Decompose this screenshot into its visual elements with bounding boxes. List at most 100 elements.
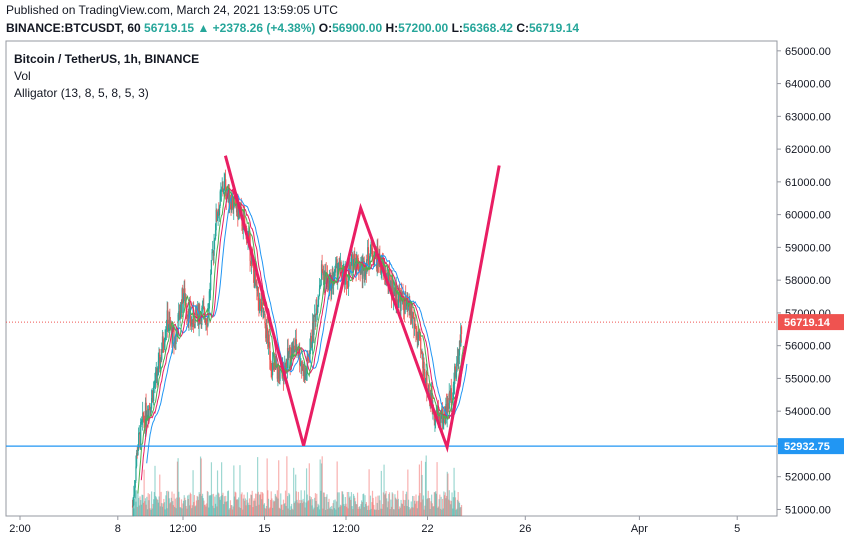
candle-body	[369, 256, 371, 265]
candle-body	[460, 326, 463, 335]
candle-body	[181, 288, 183, 313]
candle-body	[267, 334, 270, 347]
candle-body	[405, 302, 408, 307]
volume-bar	[351, 506, 353, 516]
volume-bar	[320, 490, 322, 516]
volume-bar	[201, 493, 204, 516]
volume-bar	[426, 498, 429, 516]
candle-body	[190, 322, 192, 325]
time-axis[interactable]: 2:00 8 12:00 15 12:00 22 26 Apr 5	[9, 516, 740, 535]
candle-body	[235, 197, 237, 208]
volume-bar	[276, 497, 278, 516]
volume-bar	[170, 502, 172, 516]
time-axis-label: 8	[115, 523, 121, 535]
candle-body	[346, 284, 348, 287]
candle-body	[170, 326, 172, 329]
volume-bar	[412, 507, 414, 516]
candle-body	[449, 392, 451, 400]
candle-body	[216, 218, 219, 221]
volume-bar	[331, 509, 334, 516]
volume-bar	[288, 492, 290, 516]
candle-body	[312, 321, 314, 335]
candle-body	[316, 307, 319, 315]
candle-body	[182, 296, 185, 303]
volume-bar	[328, 498, 330, 516]
candle-body	[293, 345, 295, 347]
candle-body	[176, 331, 179, 337]
candle-body	[144, 402, 147, 427]
pattern-drawing[interactable]	[223, 155, 501, 453]
candle-body	[352, 260, 355, 273]
volume-bar	[352, 509, 354, 516]
candle-body	[445, 404, 448, 418]
time-axis-label: 22	[421, 523, 433, 535]
volume-bar	[259, 494, 261, 516]
volume-bar	[166, 508, 168, 516]
price-axis-label: 63000.00	[785, 111, 831, 123]
candle-body	[258, 300, 260, 311]
volume-bar	[316, 507, 319, 516]
legend-title[interactable]: Bitcoin / TetherUS, 1h, BINANCE	[14, 52, 200, 66]
volume-bar	[308, 500, 310, 516]
volume-bar	[377, 495, 379, 516]
volume-bar	[277, 498, 279, 516]
volume-bar	[169, 503, 171, 516]
price-axis-label: 56000.00	[785, 341, 831, 353]
volume-bar	[235, 499, 238, 516]
candle-body	[159, 354, 161, 369]
volume-bar	[312, 509, 314, 516]
candle-body	[334, 266, 336, 276]
candle-body	[159, 357, 162, 369]
candle-body	[420, 350, 423, 354]
candle-body	[328, 277, 330, 291]
volume-bar	[414, 500, 416, 516]
legend-volume[interactable]: Vol	[14, 69, 31, 83]
volume-bar	[448, 499, 450, 516]
low-value: 56368.42	[462, 21, 513, 35]
candle-body	[171, 326, 173, 344]
candle-body	[397, 304, 399, 306]
volume-bar	[232, 506, 234, 516]
volume-bar	[439, 508, 442, 516]
volume-bar	[429, 498, 431, 516]
volume-bar	[159, 474, 161, 516]
candle-body	[458, 341, 461, 356]
volume-bar	[364, 495, 366, 516]
candle-body	[182, 288, 184, 303]
legend-alligator[interactable]: Alligator (13, 8, 5, 8, 5, 3)	[14, 86, 149, 100]
candle-body	[301, 362, 303, 368]
candle-body	[225, 179, 227, 197]
volume-bar	[435, 493, 438, 516]
candle-body	[335, 259, 338, 264]
volume-bar	[187, 495, 189, 516]
candle-body	[149, 407, 151, 410]
price-axis-label: 55000.00	[785, 373, 831, 385]
volume-bar	[248, 504, 250, 516]
volume-bar	[284, 490, 287, 516]
volume-bar	[318, 505, 320, 516]
candle-body	[243, 215, 245, 218]
volume-bar	[370, 508, 372, 516]
volume-bar	[159, 506, 162, 516]
candle-body	[322, 271, 324, 276]
volume-bar	[456, 499, 459, 516]
volume-bar	[334, 499, 336, 516]
candle-body	[352, 254, 354, 273]
volume-bar	[168, 498, 170, 516]
volume-bar	[191, 505, 193, 516]
candle-body	[271, 368, 273, 376]
volume-bar	[438, 499, 440, 516]
candle-body	[318, 295, 320, 300]
candle-body	[311, 343, 313, 347]
candle-body	[221, 189, 223, 192]
candle-body	[204, 317, 206, 323]
candle-body	[378, 262, 380, 266]
volume-bar	[236, 499, 238, 516]
candle-body	[267, 335, 269, 347]
candle-body	[380, 265, 382, 273]
candle-body	[155, 368, 157, 372]
candle-body	[196, 313, 198, 316]
candle-body	[450, 388, 452, 400]
volume-bar	[180, 507, 182, 516]
